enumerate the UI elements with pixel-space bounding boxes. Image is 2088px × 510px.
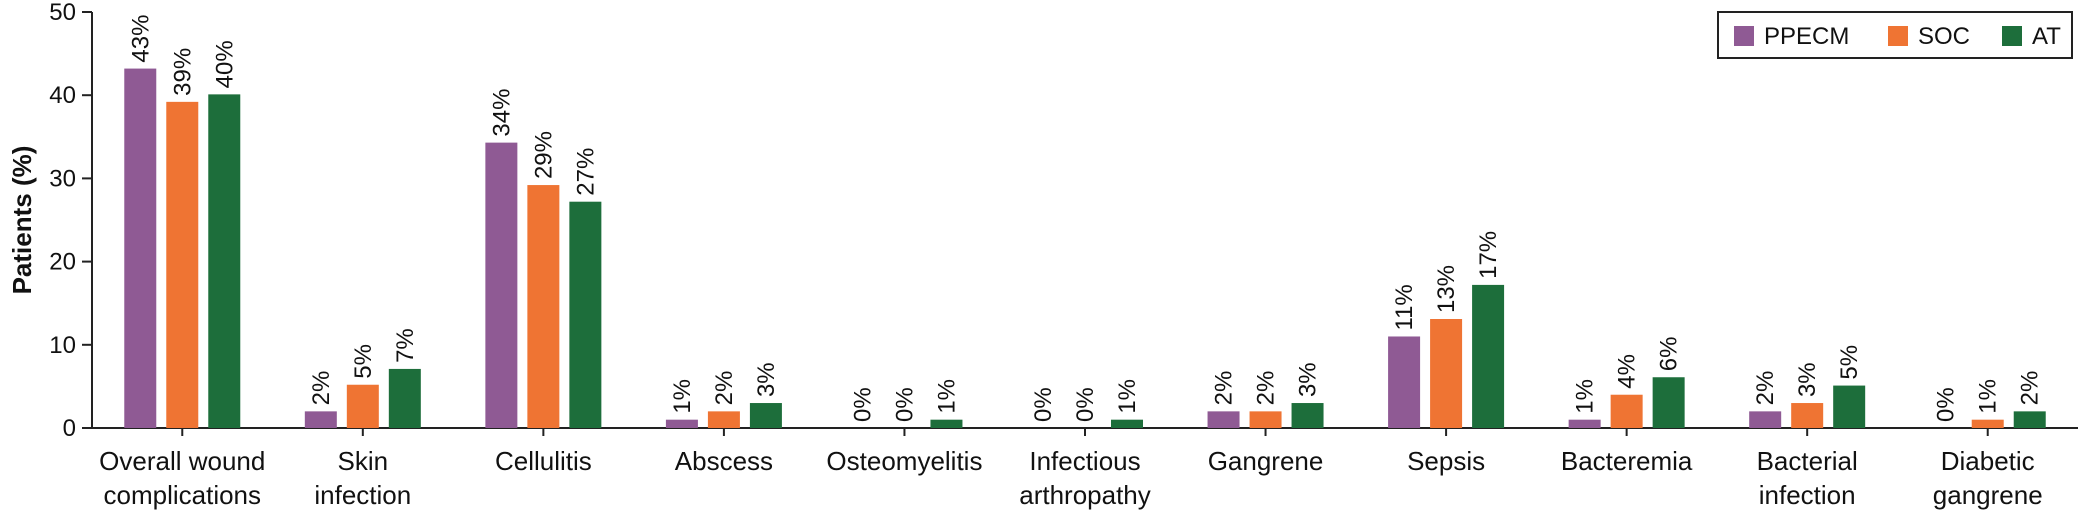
legend-label-ppecm: PPECM: [1764, 23, 1849, 50]
data-label-at-infectious-arthropathy: 1%: [1114, 379, 1141, 414]
bar-soc-sepsis: [1430, 319, 1463, 428]
bar-soc-abscess: [707, 411, 740, 428]
bar-ppecm-bacterial-infection: [1749, 411, 1782, 428]
data-label-ppecm-cellulitis: 34%: [488, 89, 515, 137]
y-axis-label: Patients (%): [7, 146, 37, 295]
bars-layer: [124, 68, 2046, 429]
legend-swatch-ppecm: [1734, 26, 1754, 46]
data-label-ppecm-overall-wound-complications: 43%: [127, 15, 154, 63]
bar-ppecm-sepsis: [1388, 336, 1421, 428]
data-label-ppecm-bacteremia: 1%: [1572, 379, 1599, 414]
bar-ppecm-skin-infection: [304, 411, 337, 428]
bar-soc-bacteremia: [1610, 394, 1643, 428]
x-tick-label-bacterial-infection: Bacterial: [1757, 446, 1858, 476]
data-label-at-gangrene: 3%: [1295, 362, 1322, 397]
y-tick-label: 40: [49, 82, 76, 109]
data-label-soc-gangrene: 2%: [1253, 371, 1280, 406]
data-label-soc-cellulitis: 29%: [530, 131, 557, 179]
data-label-soc-diabetic-gangrene: 1%: [1975, 379, 2002, 414]
bar-soc-skin-infection: [346, 384, 379, 428]
data-label-at-overall-wound-complications: 40%: [211, 40, 238, 88]
x-tick-label-gangrene: Gangrene: [1208, 446, 1324, 476]
x-tick-label-cellulitis: Cellulitis: [495, 446, 592, 476]
legend-label-soc: SOC: [1918, 23, 1970, 50]
data-label-at-osteomyelitis: 1%: [933, 379, 960, 414]
bar-ppecm-gangrene: [1207, 411, 1240, 428]
x-tick-label-bacteremia: Bacteremia: [1561, 446, 1693, 476]
bar-soc-diabetic-gangrene: [1971, 419, 2004, 428]
x-tick-label-diabetic-gangrene: gangrene: [1933, 480, 2043, 510]
y-tick-label: 30: [49, 165, 76, 192]
data-label-at-bacteremia: 6%: [1656, 337, 1683, 372]
bar-ppecm-overall-wound-complications: [124, 68, 157, 429]
data-label-soc-bacterial-infection: 3%: [1794, 362, 1821, 397]
x-tick-label-infectious-arthropathy: arthropathy: [1019, 480, 1151, 510]
data-label-at-bacterial-infection: 5%: [1836, 345, 1863, 380]
data-label-at-abscess: 3%: [753, 362, 780, 397]
bar-soc-gangrene: [1249, 411, 1282, 428]
data-label-soc-infectious-arthropathy: 0%: [1072, 387, 1099, 422]
bar-ppecm-abscess: [665, 419, 698, 428]
data-label-soc-skin-infection: 5%: [350, 344, 377, 379]
x-tick-label-diabetic-gangrene: Diabetic: [1941, 446, 2035, 476]
data-label-at-cellulitis: 27%: [572, 148, 599, 196]
bar-at-bacteremia: [1652, 377, 1685, 428]
bar-at-abscess: [749, 403, 782, 428]
bar-ppecm-bacteremia: [1568, 419, 1601, 428]
data-label-soc-bacteremia: 4%: [1614, 354, 1641, 389]
bar-ppecm-cellulitis: [485, 142, 518, 428]
x-tick-label-skin-infection: Skin: [338, 446, 389, 476]
data-label-ppecm-diabetic-gangrene: 0%: [1933, 387, 1960, 422]
data-label-ppecm-gangrene: 2%: [1211, 371, 1238, 406]
bar-at-osteomyelitis: [930, 419, 963, 428]
data-label-ppecm-skin-infection: 2%: [308, 371, 335, 406]
legend-swatch-at: [2002, 26, 2022, 46]
data-label-ppecm-abscess: 1%: [669, 379, 696, 414]
data-label-at-sepsis: 17%: [1475, 231, 1502, 279]
data-label-ppecm-bacterial-infection: 2%: [1752, 371, 1779, 406]
labels-layer: 43% 39% 40% 2% 5% 7% 34% 29% 27% 1% 2% 3% 0% 0% 1% 0% 0%…: [127, 15, 2043, 422]
data-label-soc-abscess: 2%: [711, 371, 738, 406]
y-tick-label: 10: [49, 332, 76, 359]
bar-at-bacterial-infection: [1833, 385, 1866, 428]
x-tick-label-sepsis: Sepsis: [1407, 446, 1485, 476]
legend-label-at: AT: [2032, 23, 2061, 50]
bar-at-overall-wound-complications: [208, 94, 241, 429]
x-tick-label-skin-infection: infection: [314, 480, 411, 510]
data-label-at-skin-infection: 7%: [392, 328, 419, 363]
data-label-soc-sepsis: 13%: [1433, 265, 1460, 313]
axes-layer: 0 10 20 30 40 50 Patients (%) Overall wound comp…: [7, 0, 2078, 510]
bar-at-gangrene: [1291, 403, 1324, 428]
data-label-ppecm-sepsis: 11%: [1391, 284, 1418, 330]
bar-soc-bacterial-infection: [1791, 403, 1824, 428]
x-tick-label-osteomyelitis: Osteomyelitis: [826, 446, 982, 476]
bar-at-infectious-arthropathy: [1111, 419, 1143, 428]
bar-at-sepsis: [1472, 284, 1505, 428]
data-label-ppecm-infectious-arthropathy: 0%: [1030, 387, 1057, 422]
data-label-soc-overall-wound-complications: 39%: [169, 48, 196, 96]
x-tick-label-infectious-arthropathy: Infectious: [1029, 446, 1140, 476]
y-tick-label: 20: [49, 249, 76, 276]
x-tick-label-abscess: Abscess: [675, 446, 773, 476]
bar-at-diabetic-gangrene: [2013, 411, 2046, 428]
y-tick-label: 0: [63, 415, 76, 442]
data-label-ppecm-osteomyelitis: 0%: [849, 387, 876, 422]
bar-soc-overall-wound-complications: [166, 101, 199, 428]
bar-soc-cellulitis: [527, 185, 560, 428]
data-label-at-diabetic-gangrene: 2%: [2017, 371, 2044, 406]
data-label-soc-osteomyelitis: 0%: [891, 387, 918, 422]
x-tick-label-overall-wound-complications: complications: [104, 480, 262, 510]
bar-at-skin-infection: [388, 368, 421, 428]
legend-swatch-soc: [1888, 26, 1908, 46]
x-tick-label-bacterial-infection: infection: [1759, 480, 1856, 510]
x-tick-label-overall-wound-complications: Overall wound: [99, 446, 265, 476]
y-tick-label: 50: [49, 0, 76, 26]
legend: PPECM SOC AT: [1717, 11, 2073, 59]
bar-at-cellulitis: [569, 201, 602, 428]
